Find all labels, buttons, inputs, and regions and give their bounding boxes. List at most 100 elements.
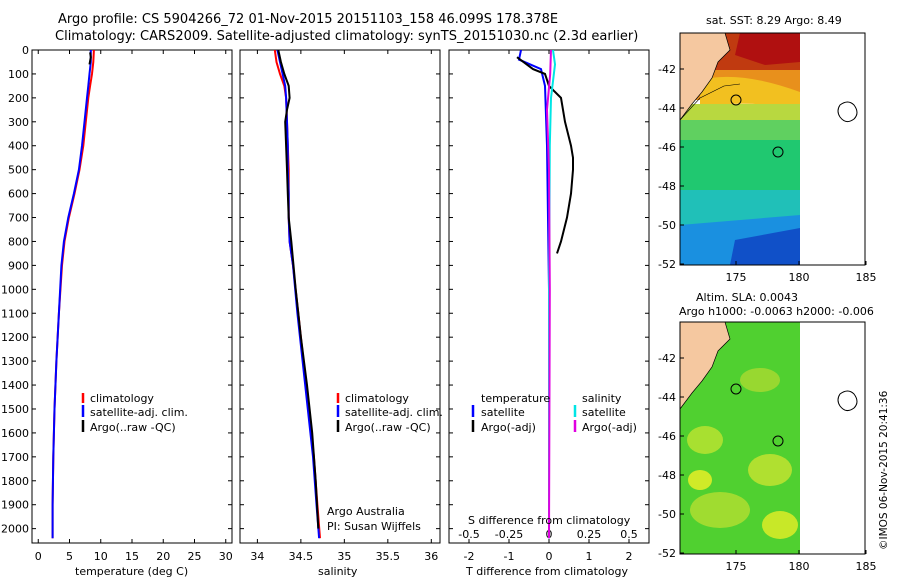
map-y-tick-label: -42 [658,352,676,365]
x-tick-label: 36 [424,550,438,563]
series-line-argo-raw-qc- [88,52,92,65]
difference-legend: temperature salinity satellite Argo(-adj… [471,392,637,434]
map-x-tick-label: 175 [726,271,747,284]
y-tick-label: 1600 [1,427,29,440]
legend-argo: Argo(..raw -QC) [90,421,176,434]
x-tick-label: 20 [156,550,170,563]
map-y-tick-label: -52 [658,547,676,560]
y-tick-label: 1000 [1,283,29,296]
series-line-argo-raw-qc- [277,50,320,529]
x2-tick-label: -0.5 [458,528,479,541]
map-y-tick-label: -48 [658,180,676,193]
salinity-panel: 34 34.5 35 35.5 36 salinity climatology sate… [239,49,443,578]
series-line-satellite-adj-clim- [276,50,321,539]
x-tick-label: 10 [94,550,108,563]
series-line-temperature-satellite [517,50,550,539]
legend-temp-argo: Argo(-adj) [481,421,536,434]
x-tick-label: 34.5 [289,550,314,563]
land-mass-shape [680,322,731,410]
y-tick-label: 1900 [1,499,29,512]
x-tick-label: -2 [464,550,475,563]
temperature-panel: 0100200300400500600700800900100011001200… [1,44,233,578]
y-tick-label: 0 [22,44,29,57]
y-tick-label: 700 [8,212,29,225]
difference-panel: -2 -1 0 1 2 -0.5 -0.25 0 0.25 0.5 S difference f… [448,49,650,578]
marker-circle [730,383,742,395]
map-y-tick-label: -46 [658,430,676,443]
sst-map-title: sat. SST: 8.29 Argo: 8.49 [706,14,842,27]
y-tick-label: 300 [8,116,29,129]
sst-map-frame [679,32,866,266]
argo-position-marker [772,146,784,158]
series-line-temperature-argo-adj- [516,56,574,254]
temperature-legend: climatology satellite-adj. clim. Argo(..… [81,392,188,434]
sla-map: Altim. SLA: 0.0043 Argo h1000: -0.0063 h… [658,291,876,573]
map-y-tick-label: -48 [658,469,676,482]
x2-tick-label: 0.25 [577,528,602,541]
y-tick-label: 1200 [1,331,29,344]
argo-australia-label: Argo Australia [327,505,405,518]
x-tick-label: 35.5 [376,550,401,563]
salinity-legend: climatology satellite-adj. clim. Argo(..… [336,392,443,434]
argo-position-marker [772,435,784,447]
title-line-1: Argo profile: CS 5904266_72 01-Nov-2015 … [58,12,559,27]
x-tick-label: 25 [188,550,202,563]
temperature-xlabel: temperature (deg C) [75,565,188,578]
legend-sal-satellite: satellite [582,406,626,419]
legend-header-salinity: salinity [582,392,622,405]
legend-sal-argo: Argo(-adj) [582,421,637,434]
x-tick-label: 1 [586,550,593,563]
legend-header-temperature: temperature [481,392,550,405]
map-x-tick-label: 180 [789,271,810,284]
title-line-2: Climatology: CARS2009. Satellite-adjuste… [55,29,639,44]
sla-map-title: Altim. SLA: 0.0043 [696,291,798,304]
y-tick-label: 800 [8,235,29,248]
legend-climatology: climatology [90,392,154,405]
y-tick-label: 1700 [1,451,29,464]
legend-satellite: satellite-adj. clim. [345,406,443,419]
x-tick-label: 35 [337,550,351,563]
x-tick-label: 15 [125,550,139,563]
y-tick-label: 2000 [1,523,29,536]
legend-climatology: climatology [345,392,409,405]
x2-tick-label: 0.5 [620,528,638,541]
map-x-tick-label: 175 [726,560,747,573]
x-tick-label: 30 [219,550,233,563]
map-y-tick-label: -44 [658,391,676,404]
series-line-salinity-argo-adj- [545,50,552,539]
credit-label: ©IMOS 06-Nov-2015 20:41:36 [878,390,890,550]
marker-circle [730,94,742,106]
island-outline [837,390,858,412]
map-y-tick-label: -50 [658,508,676,521]
island-outline [837,101,858,123]
legend-temp-satellite: satellite [481,406,525,419]
y-tick-label: 1300 [1,355,29,368]
legend-satellite: satellite-adj. clim. [90,406,188,419]
salinity-axes-box [239,49,441,544]
map-y-tick-label: -42 [658,63,676,76]
salinity-xlabel: salinity [318,565,358,578]
temperature-axes-box [31,49,233,544]
y-tick-label: 400 [8,140,29,153]
sla-map-frame [679,321,866,555]
x-tick-label: 5 [66,550,73,563]
map-x-tick-label: 185 [856,560,877,573]
y-tick-label: 200 [8,92,29,105]
y-tick-label: 1800 [1,475,29,488]
map-x-tick-label: 180 [789,560,810,573]
y-tick-label: 1500 [1,403,29,416]
land-mass-shape [680,33,731,121]
y-tick-label: 900 [8,259,29,272]
sla-map-subtitle: Argo h1000: -0.0063 h2000: -0.006 [679,305,874,318]
y-tick-label: 1100 [1,307,29,320]
x2-tick-label: -0.25 [495,528,523,541]
y-tick-label: 100 [8,68,29,81]
series-line-satellite-adj-clim- [51,50,92,539]
x-tick-label: 0 [35,550,42,563]
y-tick-label: 1400 [1,379,29,392]
legend-argo: Argo(..raw -QC) [345,421,431,434]
map-y-tick-label: -50 [658,219,676,232]
series-line-climatology [51,50,95,539]
t-difference-xlabel: T difference from climatology [465,565,628,578]
y-tick-label: 500 [8,164,29,177]
